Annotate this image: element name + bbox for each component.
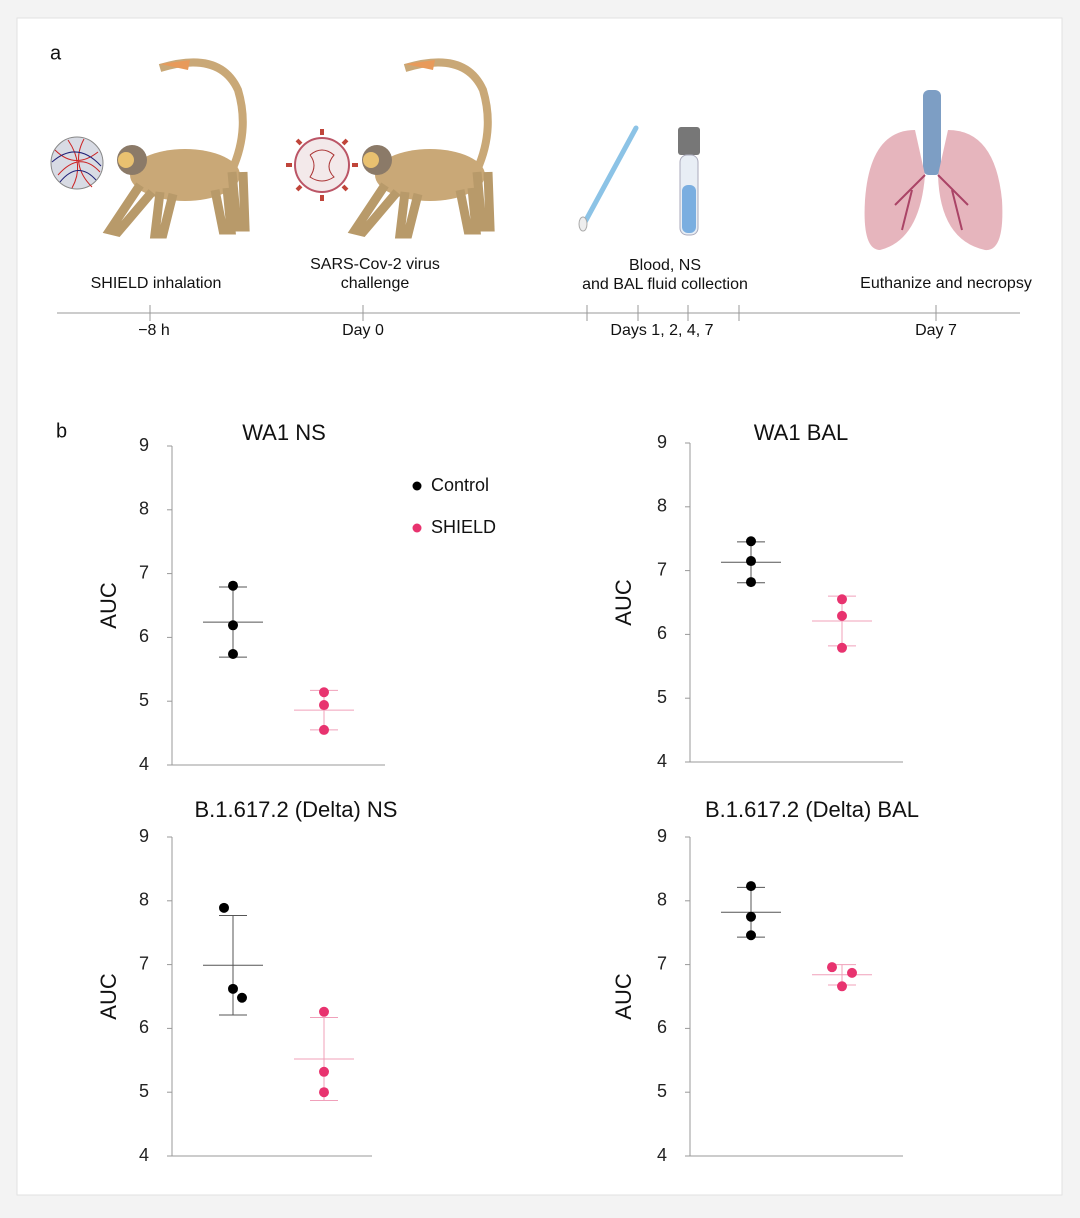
y-tick-label: 6 (139, 626, 149, 646)
y-tick-label: 9 (657, 826, 667, 846)
data-point (319, 687, 329, 698)
step-label: SHIELD inhalation (91, 275, 222, 292)
data-point (827, 962, 837, 973)
panel-label: a (50, 42, 62, 64)
data-point (228, 648, 238, 659)
data-point (319, 1066, 329, 1077)
y-axis-label: AUC (96, 582, 121, 629)
legend-label: Control (431, 475, 489, 495)
data-point (319, 724, 329, 735)
chart-title: WA1 NS (242, 420, 326, 445)
y-tick-label: 4 (657, 1145, 667, 1165)
chart-title: WA1 BAL (754, 420, 849, 445)
data-point (746, 881, 756, 892)
y-tick-label: 7 (139, 953, 149, 973)
data-point (837, 981, 847, 992)
step-label: and BAL fluid collection (582, 276, 748, 293)
y-tick-label: 6 (657, 623, 667, 643)
data-point (837, 610, 847, 621)
panel-label: b (56, 420, 67, 442)
data-point (837, 642, 847, 653)
chart-title: B.1.617.2 (Delta) BAL (705, 797, 919, 822)
y-tick-label: 4 (657, 751, 667, 771)
data-point (746, 911, 756, 922)
data-point (319, 1006, 329, 1017)
data-point (746, 930, 756, 941)
y-tick-label: 5 (657, 1081, 667, 1101)
legend-label: SHIELD (431, 517, 496, 537)
step-time: Day 0 (342, 322, 384, 339)
step-time: −8 h (138, 322, 170, 339)
data-point (837, 594, 847, 605)
y-tick-label: 5 (657, 687, 667, 707)
y-tick-label: 8 (657, 496, 667, 516)
data-point (237, 992, 247, 1003)
y-tick-label: 7 (657, 953, 667, 973)
y-tick-label: 9 (657, 432, 667, 452)
data-point (228, 620, 238, 631)
legend-marker (412, 481, 422, 491)
y-tick-label: 7 (657, 559, 667, 579)
data-point (746, 577, 756, 588)
sphere-icon (50, 136, 104, 190)
data-point (746, 556, 756, 567)
y-tick-label: 8 (139, 499, 149, 519)
data-point (847, 967, 857, 978)
data-point (319, 700, 329, 711)
step-label: SARS-Cov-2 virus (310, 256, 440, 273)
y-tick-label: 8 (657, 890, 667, 910)
data-point (219, 902, 229, 913)
y-axis-label: AUC (611, 579, 636, 626)
error-bar (310, 1017, 338, 1101)
data-point (228, 580, 238, 591)
y-tick-label: 5 (139, 690, 149, 710)
step-time: Days 1, 2, 4, 7 (610, 322, 713, 339)
y-tick-label: 5 (139, 1081, 149, 1101)
step-label: Euthanize and necropsy (860, 275, 1032, 292)
y-tick-label: 6 (139, 1017, 149, 1037)
timeline-ticks (149, 305, 937, 321)
y-tick-label: 9 (139, 826, 149, 846)
y-tick-label: 4 (139, 1145, 149, 1165)
step-label: Blood, NS (629, 257, 701, 274)
data-point (319, 1087, 329, 1098)
virus-icon (286, 129, 358, 201)
y-tick-label: 4 (139, 754, 149, 774)
y-tick-label: 8 (139, 890, 149, 910)
data-point (746, 536, 756, 547)
step-time: Day 7 (915, 322, 957, 339)
y-tick-label: 9 (139, 435, 149, 455)
lungs-icon (864, 90, 1003, 251)
legend-marker (412, 523, 422, 533)
monkey-icon (102, 58, 250, 239)
monkey-icon (347, 58, 495, 239)
swab-icon (578, 125, 639, 232)
step-label: challenge (341, 275, 410, 292)
y-tick-label: 7 (139, 562, 149, 582)
data-point (228, 983, 238, 994)
y-axis-label: AUC (96, 973, 121, 1020)
error-bar (219, 914, 247, 1016)
y-axis-label: AUC (611, 973, 636, 1020)
y-tick-label: 6 (657, 1017, 667, 1037)
chart-title: B.1.617.2 (Delta) NS (195, 797, 398, 822)
tube-icon (678, 127, 700, 236)
